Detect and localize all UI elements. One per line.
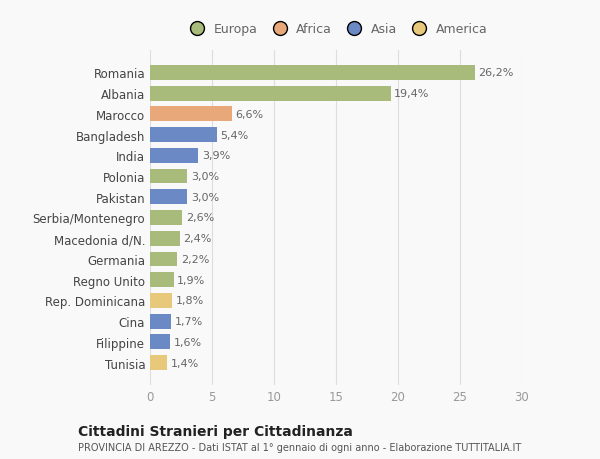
Bar [150,335,170,350]
Bar [150,107,232,122]
Legend: Europa, Africa, Asia, America: Europa, Africa, Asia, America [185,23,487,36]
Bar [150,86,391,101]
Bar [150,128,217,143]
Bar [150,66,475,81]
Bar [150,314,171,329]
Text: 1,4%: 1,4% [171,358,199,368]
Text: PROVINCIA DI AREZZO - Dati ISTAT al 1° gennaio di ogni anno - Elaborazione TUTTI: PROVINCIA DI AREZZO - Dati ISTAT al 1° g… [78,442,521,452]
Bar [150,190,187,205]
Text: 1,9%: 1,9% [177,275,206,285]
Text: 1,6%: 1,6% [173,337,202,347]
Text: 3,0%: 3,0% [191,192,219,202]
Bar [150,169,187,184]
Text: 6,6%: 6,6% [236,110,263,119]
Bar [150,211,182,225]
Bar [150,355,167,370]
Bar [150,231,180,246]
Text: 26,2%: 26,2% [479,68,514,78]
Text: 1,7%: 1,7% [175,317,203,326]
Text: 2,6%: 2,6% [186,213,214,223]
Text: 19,4%: 19,4% [394,89,430,99]
Bar [150,252,177,267]
Bar [150,273,173,287]
Bar [150,293,172,308]
Text: Cittadini Stranieri per Cittadinanza: Cittadini Stranieri per Cittadinanza [78,425,353,438]
Bar [150,149,199,163]
Text: 1,8%: 1,8% [176,296,204,306]
Text: 3,9%: 3,9% [202,151,230,161]
Text: 3,0%: 3,0% [191,172,219,182]
Text: 2,2%: 2,2% [181,254,209,264]
Text: 2,4%: 2,4% [184,234,212,244]
Text: 5,4%: 5,4% [221,130,249,140]
